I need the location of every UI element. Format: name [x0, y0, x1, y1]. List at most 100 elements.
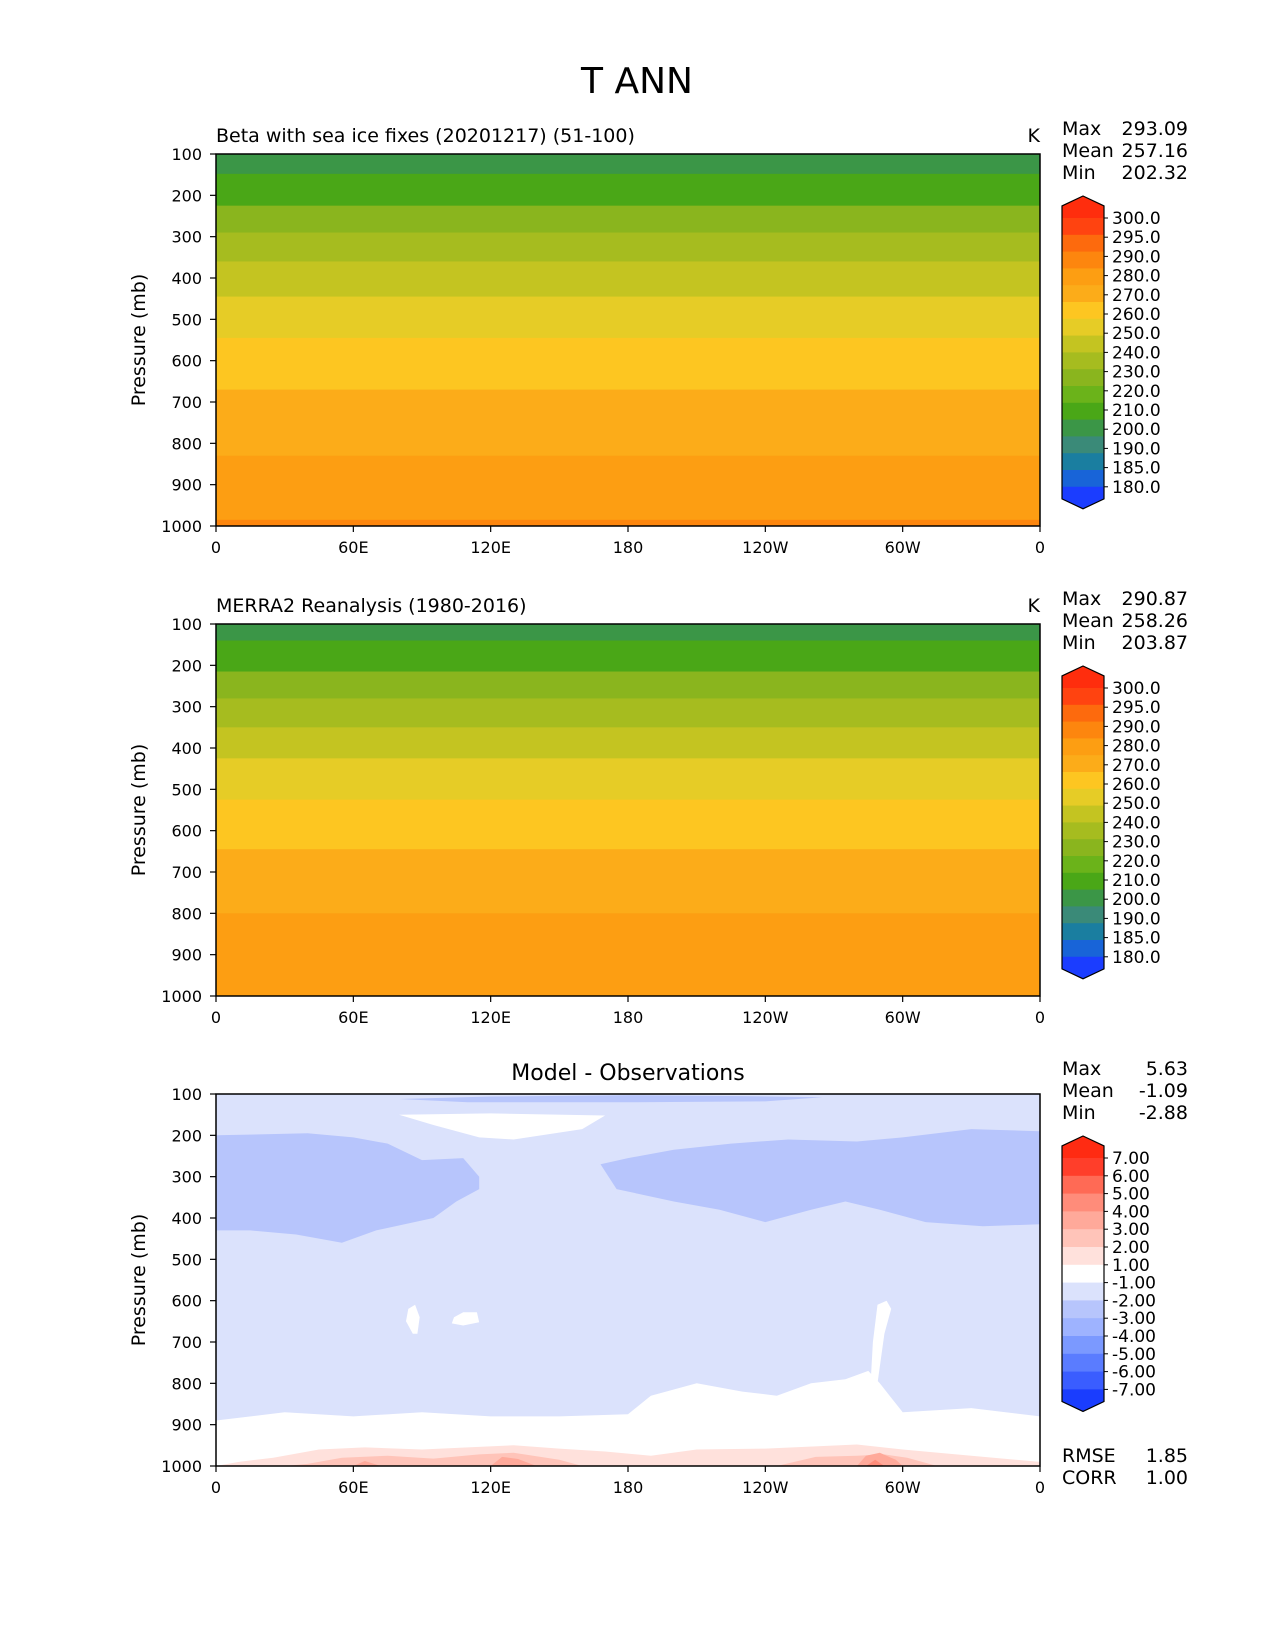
- colorbar-cell: [1062, 335, 1104, 353]
- colorbar-label: -4.00: [1112, 1327, 1156, 1347]
- colorbar-label: 190.0: [1112, 439, 1161, 459]
- colorbar-cell: [1062, 268, 1104, 286]
- stat-min-label: Min: [1062, 632, 1096, 654]
- colorbar-cell: [1062, 688, 1104, 706]
- x-tick-label: 180: [613, 1478, 644, 1497]
- colorbar-label: 200.0: [1112, 890, 1161, 910]
- x-axis: 0 60E 120E 180 120W 60W 0: [211, 996, 1045, 1027]
- y-tick-label: 1000: [161, 987, 202, 1006]
- contour-band: [216, 913, 1040, 996]
- contour-region: [600, 1129, 1040, 1227]
- y-tick-label: 500: [171, 310, 202, 329]
- colorbar: 300.0295.0290.0280.0270.0260.0250.0240.0…: [1061, 195, 1161, 510]
- colorbar-label: 220.0: [1112, 382, 1161, 402]
- colorbar-label: 4.00: [1112, 1202, 1150, 1222]
- contour-band: [216, 154, 1040, 175]
- y-tick-label: 800: [171, 1374, 202, 1393]
- contour-region: [866, 1459, 885, 1466]
- colorbar-cell: [1062, 1247, 1104, 1266]
- panel-observations: MERRA2 Reanalysis (1980-2016) K Pressure…: [128, 588, 1188, 1027]
- contour-region: [399, 1095, 823, 1103]
- error-stats: RMSE 1.85 CORR 1.00: [1062, 1445, 1188, 1489]
- x-tick-label: 60W: [885, 1478, 921, 1497]
- colorbar-cell: [1062, 234, 1104, 252]
- x-tick-label: 180: [613, 538, 644, 557]
- units-label: K: [1028, 595, 1041, 617]
- colorbar-cell: [1062, 318, 1104, 336]
- y-tick-label: 700: [171, 393, 202, 412]
- colorbar-cell: [1062, 1175, 1104, 1194]
- x-tick-label: 120W: [742, 1478, 789, 1497]
- contour-band: [216, 727, 1040, 759]
- colorbar-cell: [1062, 1371, 1104, 1390]
- colorbar-label: -3.00: [1112, 1309, 1156, 1329]
- x-tick-label: 120E: [470, 1008, 511, 1027]
- colorbar: 300.0295.0290.0280.0270.0260.0250.0240.0…: [1061, 665, 1161, 980]
- colorbar-label: -1.00: [1112, 1274, 1156, 1294]
- stat-mean-value: 257.16: [1122, 140, 1188, 162]
- colorbar-cell: [1062, 1158, 1104, 1177]
- stat-min-value: 203.87: [1122, 632, 1188, 654]
- colorbar-label: 295.0: [1112, 698, 1161, 718]
- contour-band: [216, 799, 1040, 850]
- y-tick-label: 400: [171, 269, 202, 288]
- contour-band: [216, 261, 1040, 298]
- contour-band: [216, 205, 1040, 234]
- y-tick-label: 700: [171, 863, 202, 882]
- stat-max-value: 293.09: [1122, 118, 1188, 140]
- colorbar-cell: [1062, 285, 1104, 303]
- colorbar-cell: [1062, 1318, 1104, 1337]
- y-tick-label: 800: [171, 434, 202, 453]
- y-axis: 100 200 300 400 500 600 700 800 900 1000: [161, 1085, 216, 1476]
- colorbar-cell: [1062, 940, 1104, 958]
- y-tick-label: 100: [171, 1085, 202, 1104]
- colorbar-label: 290.0: [1112, 717, 1161, 737]
- y-tick-label: 400: [171, 739, 202, 758]
- y-tick-label: 500: [171, 1250, 202, 1269]
- colorbar-label: 190.0: [1112, 909, 1161, 929]
- x-tick-label: 120E: [470, 538, 511, 557]
- colorbar-cell: [1062, 923, 1104, 941]
- colorbar-label: 180.0: [1112, 478, 1161, 498]
- x-tick-label: 0: [1035, 1478, 1045, 1497]
- colorbar-cell: [1062, 1300, 1104, 1319]
- x-tick-label: 0: [1035, 538, 1045, 557]
- colorbar-cell: [1062, 889, 1104, 907]
- colorbar-label: -7.00: [1112, 1380, 1156, 1400]
- colorbar-label: 200.0: [1112, 420, 1161, 440]
- colorbar-outline: [1061, 1135, 1105, 1413]
- contour-region: [856, 1452, 903, 1466]
- colorbar-cell: [1062, 1211, 1104, 1230]
- panel-model: Beta with sea ice fixes (20201217) (51-1…: [128, 118, 1188, 557]
- colorbar-cell: [1062, 302, 1104, 320]
- colorbar-label: 250.0: [1112, 324, 1161, 344]
- colorbar-cell: [1062, 755, 1104, 773]
- contour-band: [216, 337, 1040, 391]
- y-tick-label: 500: [171, 780, 202, 799]
- colorbar-cell: [1062, 1264, 1104, 1283]
- stat-max-label: Max: [1062, 1058, 1101, 1080]
- colorbar-label: 270.0: [1112, 756, 1161, 776]
- colorbar-cell: [1062, 839, 1104, 857]
- colorbar-label: -2.00: [1112, 1291, 1156, 1311]
- contour-plot: [216, 154, 1040, 526]
- colorbar-label: 180.0: [1112, 948, 1161, 968]
- colorbar-label: -5.00: [1112, 1345, 1156, 1365]
- y-axis-label: Pressure (mb): [128, 744, 150, 877]
- stats-block: Max 293.09 Mean 257.16 Min 202.32: [1062, 118, 1188, 184]
- y-tick-label: 800: [171, 904, 202, 923]
- stat-mean-label: Mean: [1062, 140, 1114, 162]
- colorbar-label: 250.0: [1112, 794, 1161, 814]
- y-tick-label: 600: [171, 1292, 202, 1311]
- panel-title: Model - Observations: [511, 1061, 744, 1086]
- y-tick-label: 100: [171, 615, 202, 634]
- y-tick-label: 200: [171, 1126, 202, 1145]
- y-axis-label: Pressure (mb): [128, 274, 150, 407]
- contour-region: [216, 1133, 480, 1243]
- contour-band: [216, 173, 1040, 207]
- colorbar-label: 1.00: [1112, 1256, 1150, 1276]
- x-tick-label: 0: [211, 538, 221, 557]
- colorbar-cell: [1062, 1229, 1104, 1248]
- contour-region: [399, 1113, 606, 1140]
